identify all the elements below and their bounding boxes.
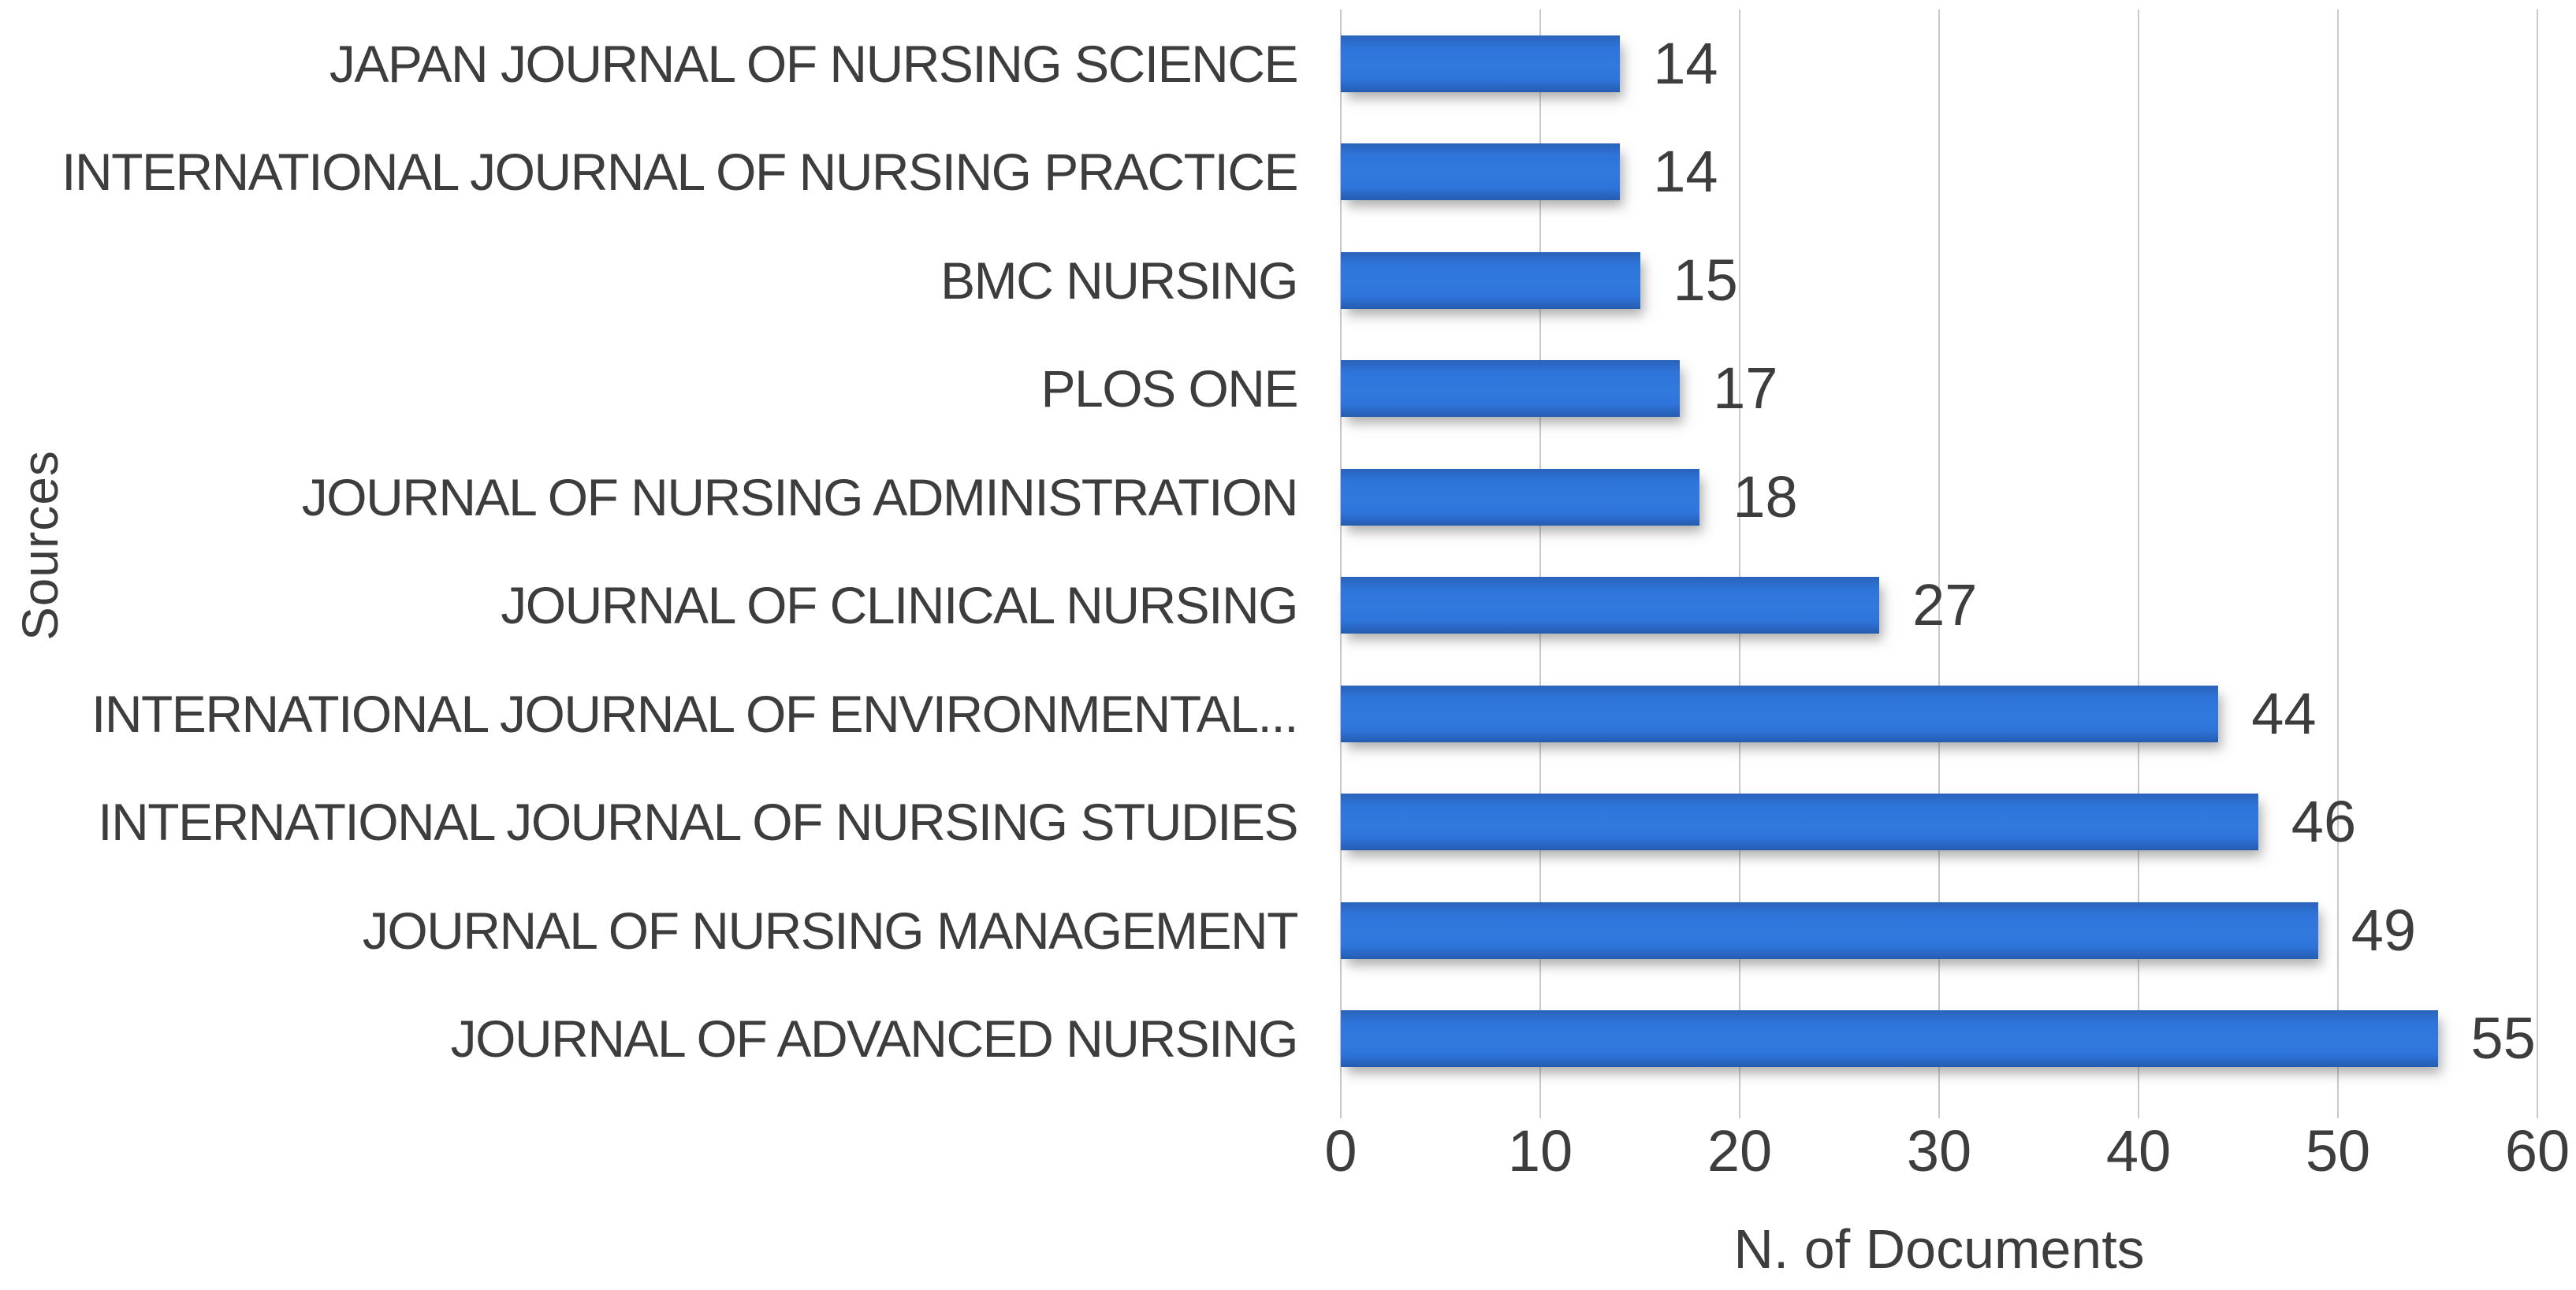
value-label: 27 — [1912, 572, 1978, 638]
category-label: INTERNATIONAL JOURNAL OF ENVIRONMENTAL..… — [91, 684, 1299, 743]
plot-area: 14 14 15 17 18 27 44 46 49 55 — [1340, 9, 2538, 1118]
gridline — [1539, 9, 1541, 1118]
bar — [1341, 577, 1880, 634]
bar-row: 18 — [1341, 443, 2537, 552]
category-label: INTERNATIONAL JOURNAL OF NURSING PRACTIC… — [61, 143, 1298, 202]
gridline — [1938, 9, 1940, 1118]
bar — [1341, 468, 1700, 526]
value-label: 49 — [2351, 897, 2416, 963]
bar-row: 14 — [1341, 9, 2537, 118]
bar-row: 44 — [1341, 660, 2537, 768]
x-tick-label: 20 — [1707, 1118, 1773, 1184]
category-label: JOURNAL OF NURSING MANAGEMENT — [362, 901, 1299, 960]
bar-row: 15 — [1341, 226, 2537, 335]
bar-row: 49 — [1341, 876, 2537, 985]
bar — [1341, 143, 1621, 201]
category-axis: JAPAN JOURNAL OF NURSING SCIENCE INTERNAT… — [0, 9, 1341, 1093]
x-tick-label: 50 — [2305, 1118, 2371, 1184]
category-label: JAPAN JOURNAL OF NURSING SCIENCE — [329, 34, 1299, 93]
gridline — [1739, 9, 1740, 1118]
x-tick-label: 0 — [1324, 1118, 1357, 1184]
bar — [1341, 251, 1640, 309]
bar-row: 55 — [1341, 985, 2537, 1094]
value-label: 14 — [1653, 30, 1718, 96]
category-label: BMC NURSING — [940, 251, 1298, 310]
bar-row: 27 — [1341, 552, 2537, 660]
value-label: 17 — [1713, 355, 1778, 422]
value-label: 44 — [2251, 680, 2317, 746]
category-label: JOURNAL OF ADVANCED NURSING — [450, 1009, 1299, 1069]
bar — [1341, 902, 2318, 959]
value-label: 14 — [1653, 139, 1718, 205]
x-axis-title: N. of Documents — [1733, 1218, 2145, 1280]
gridline — [2138, 9, 2139, 1118]
x-tick-label: 30 — [1906, 1118, 1972, 1184]
bar-row: 46 — [1341, 768, 2537, 877]
category-label: PLOS ONE — [1040, 359, 1299, 418]
x-tick-label: 60 — [2504, 1118, 2570, 1184]
value-label: 55 — [2470, 1006, 2536, 1072]
bar — [1341, 35, 1621, 92]
category-label: JOURNAL OF CLINICAL NURSING — [501, 576, 1298, 635]
x-axis-ticks: 0 10 20 30 40 50 60 — [1324, 1118, 2570, 1188]
value-label: 15 — [1673, 247, 1738, 313]
gridline — [1340, 9, 1342, 1118]
category-label: INTERNATIONAL JOURNAL OF NURSING STUDIES — [98, 793, 1298, 852]
bar — [1341, 794, 2258, 851]
bar-row: 14 — [1341, 118, 2537, 227]
gridline — [2337, 9, 2339, 1118]
value-label: 46 — [2291, 789, 2357, 855]
category-label: JOURNAL OF NURSING ADMINISTRATION — [301, 467, 1299, 526]
gridline — [2537, 9, 2538, 1118]
value-label: 18 — [1733, 463, 1798, 530]
bar — [1341, 360, 1681, 418]
x-tick-label: 40 — [2105, 1118, 2172, 1184]
bar-row: 17 — [1341, 335, 2537, 444]
bar — [1341, 685, 2219, 742]
x-tick-label: 10 — [1507, 1118, 1573, 1184]
bar — [1341, 1010, 2438, 1068]
bars-group: 14 14 15 17 18 27 44 46 49 55 — [1341, 9, 2537, 1093]
